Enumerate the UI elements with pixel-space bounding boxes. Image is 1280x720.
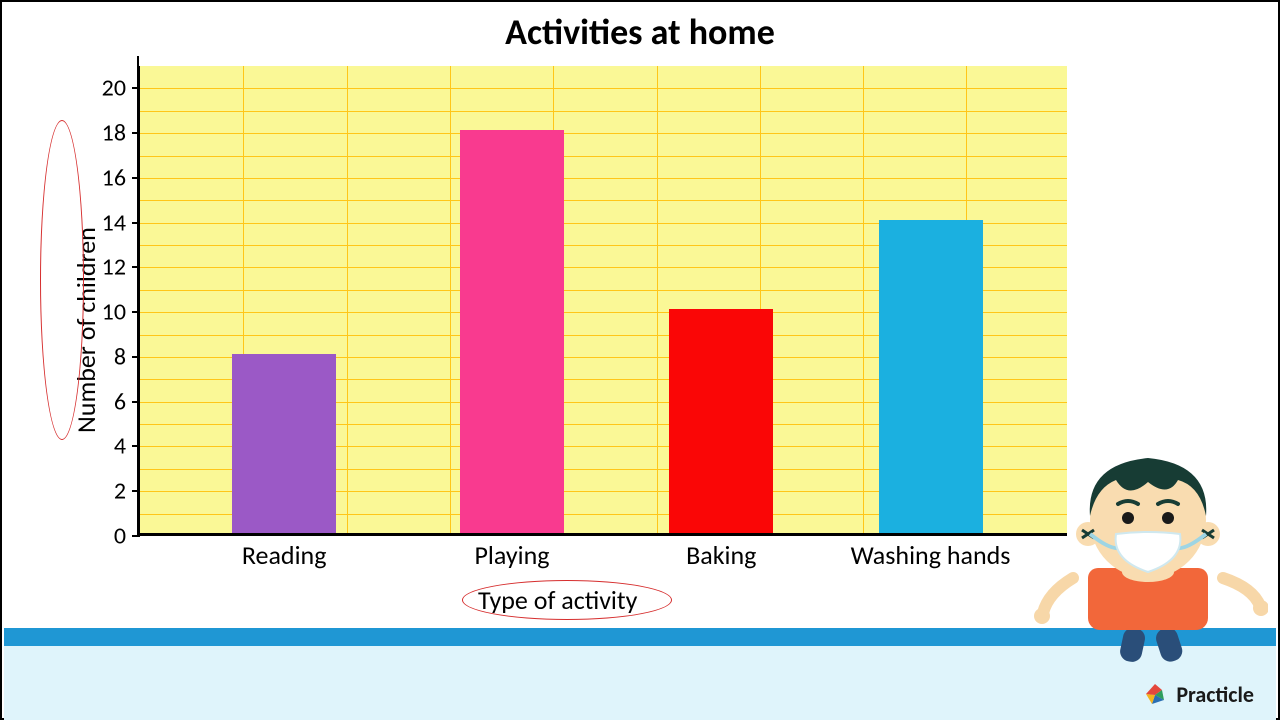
x-category-label: Playing: [474, 539, 549, 571]
gridline-minor: [140, 200, 1067, 201]
y-tick-label: 4: [114, 432, 126, 461]
gridline: [140, 88, 1067, 89]
bar-washing-hands: [879, 220, 983, 533]
bar-reading: [232, 354, 336, 533]
gridline-minor: [140, 111, 1067, 112]
vgrid: [657, 66, 658, 533]
mascot-child-icon: [1028, 438, 1268, 678]
gridline: [140, 133, 1067, 134]
plot-area: 02468101214161820ReadingPlayingBakingWas…: [137, 66, 1067, 536]
gridline-minor: [140, 156, 1067, 157]
y-tick: [132, 356, 140, 358]
y-tick-label: 8: [114, 342, 126, 371]
vgrid: [450, 66, 451, 533]
y-tick: [132, 490, 140, 492]
y-tick: [132, 311, 140, 313]
vgrid: [863, 66, 864, 533]
y-tick: [132, 177, 140, 179]
y-tick-label: 0: [114, 522, 126, 551]
brand: Practicle: [1142, 681, 1254, 708]
x-category-label: Reading: [242, 539, 327, 571]
bar-baking: [669, 309, 773, 533]
y-tick: [132, 535, 140, 537]
y-tick: [132, 132, 140, 134]
y-tick-label: 20: [102, 74, 126, 103]
y-tick: [132, 401, 140, 403]
y-tick-label: 14: [102, 208, 126, 237]
x-axis-label-highlight: [462, 580, 672, 620]
y-tick: [132, 266, 140, 268]
y-tick-label: 18: [102, 119, 126, 148]
y-tick-label: 6: [114, 387, 126, 416]
vgrid: [347, 66, 348, 533]
y-tick: [132, 222, 140, 224]
y-tick: [132, 87, 140, 89]
y-tick-label: 16: [102, 163, 126, 192]
brand-text: Practicle: [1176, 681, 1254, 708]
y-axis-label-highlight: [40, 120, 84, 440]
gridline: [140, 178, 1067, 179]
page-title: Activities at home: [2, 10, 1278, 54]
y-tick-label: 2: [114, 477, 126, 506]
slide: Activities at home 02468101214161820Read…: [0, 0, 1280, 720]
x-category-label: Washing hands: [851, 539, 1011, 571]
bar-playing: [460, 130, 564, 533]
brand-logo-icon: [1142, 682, 1168, 708]
axis-top-tick: [137, 56, 139, 66]
y-tick-label: 12: [102, 253, 126, 282]
x-category-label: Baking: [686, 539, 756, 571]
y-tick-label: 10: [102, 298, 126, 327]
y-tick: [132, 445, 140, 447]
